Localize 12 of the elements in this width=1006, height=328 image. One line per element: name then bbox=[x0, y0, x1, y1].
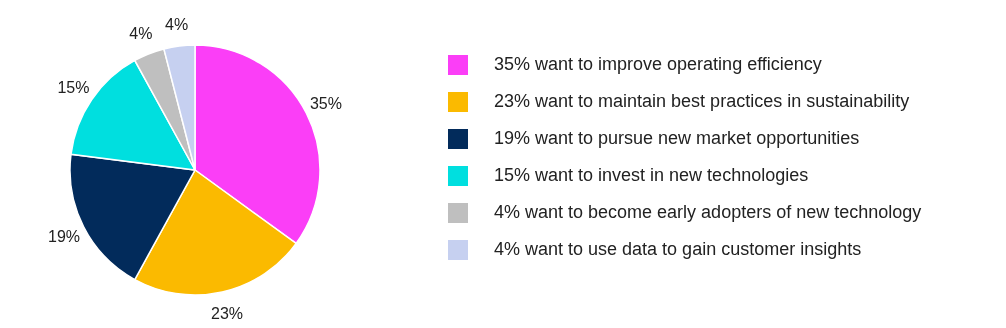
data-label: 15% bbox=[57, 78, 90, 96]
legend-label: 4% want to use data to gain customer insights bbox=[494, 239, 862, 260]
legend-label: 35% want to improve operating efficiency bbox=[494, 54, 822, 75]
legend-label: 4% want to become early adopters of new technology bbox=[494, 202, 922, 223]
data-label: 19% bbox=[48, 228, 81, 246]
data-label: 4% bbox=[129, 24, 153, 42]
legend-label: 23% want to maintain best practices in sustainability bbox=[494, 91, 910, 112]
legend-label: 15% want to invest in new technologies bbox=[494, 165, 809, 186]
data-label: 4% bbox=[165, 15, 189, 33]
data-label: 23% bbox=[211, 304, 244, 322]
legend-label: 19% want to pursue new market opportunities bbox=[494, 128, 860, 149]
data-label: 35% bbox=[309, 94, 342, 112]
